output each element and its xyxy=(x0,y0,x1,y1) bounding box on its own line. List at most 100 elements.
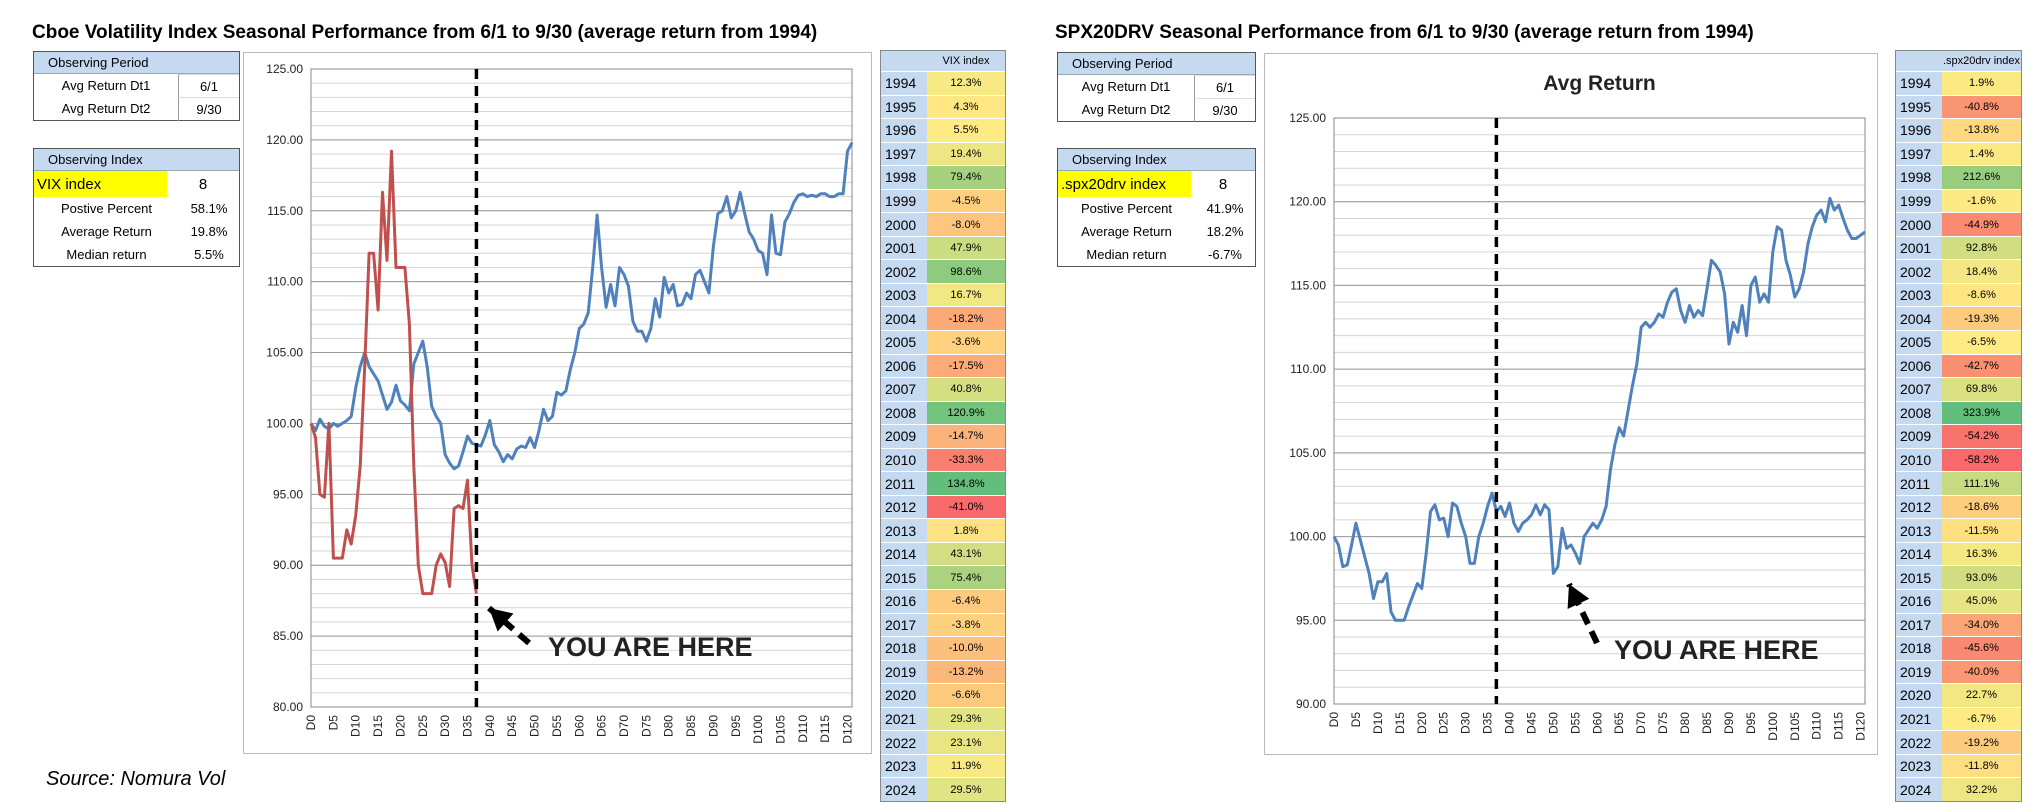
year-label: 2009 xyxy=(881,425,927,448)
year-row: 2000 -8.0% xyxy=(881,212,1005,236)
year-label: 2008 xyxy=(1896,401,1942,425)
y-tick-label: 90.00 xyxy=(1296,697,1326,711)
x-tick-label: D20 xyxy=(1415,712,1429,734)
year-row: 1997 19.4% xyxy=(881,141,1005,166)
year-row: 1996 5.5% xyxy=(881,118,1005,142)
year-label: 2005 xyxy=(881,331,927,354)
y-tick-label: 120.00 xyxy=(266,133,303,147)
year-label: 2016 xyxy=(881,590,927,613)
year-return: -40.0% xyxy=(1942,660,2021,684)
plot-area xyxy=(1333,117,1866,705)
year-label: 2003 xyxy=(1896,283,1942,307)
year-return: 23.1% xyxy=(927,731,1005,754)
annotation-label: YOU ARE HERE xyxy=(1614,635,1819,665)
x-tick-label: D30 xyxy=(438,715,452,737)
year-label: 2000 xyxy=(881,213,927,236)
y-tick-label: 85.00 xyxy=(273,629,303,643)
year-label: 2012 xyxy=(881,495,927,519)
year-return: -6.4% xyxy=(927,590,1005,613)
x-tick-label: D110 xyxy=(1810,712,1824,740)
x-tick-label: D20 xyxy=(393,715,407,737)
year-row: 2006 -17.5% xyxy=(881,353,1005,378)
year-label: 2024 xyxy=(1896,778,1942,801)
period-row: Avg Return Dt1 6/1 xyxy=(34,73,239,98)
year-row: 2010 -58.2% xyxy=(1896,447,2021,472)
year-return: -40.8% xyxy=(1942,95,2021,119)
year-return: 19.4% xyxy=(927,142,1005,166)
period-row: Avg Return Dt1 6/1 xyxy=(1058,74,1255,99)
year-row: 1998 79.4% xyxy=(881,165,1005,189)
year-row: 2015 93.0% xyxy=(1896,565,2021,590)
stat-label: Postive Percent xyxy=(1080,201,1173,216)
period-value: 6/1 xyxy=(1194,74,1255,99)
year-row: 2017 -3.8% xyxy=(881,612,1005,637)
year-label: 2022 xyxy=(1896,731,1942,754)
year-row: 2004 -18.2% xyxy=(881,306,1005,331)
x-tick-label: D15 xyxy=(1393,712,1407,734)
stat-value: 41.9% xyxy=(1206,201,1244,216)
x-tick-label: D70 xyxy=(1634,712,1648,734)
series-line-2 xyxy=(309,149,478,596)
year-label: 2020 xyxy=(1896,684,1942,707)
year-label: 2009 xyxy=(1896,425,1942,448)
year-label: 2016 xyxy=(1896,590,1942,613)
year-return: 43.1% xyxy=(927,542,1005,566)
year-row: 2018 -10.0% xyxy=(881,636,1005,660)
year-return: -45.6% xyxy=(1942,637,2021,660)
year-label: 1995 xyxy=(881,95,927,119)
vix-title: Cboe Volatility Index Seasonal Performan… xyxy=(32,22,818,43)
year-label: 2020 xyxy=(881,684,927,707)
year-label: 2007 xyxy=(1896,378,1942,401)
period-value: 9/30 xyxy=(178,96,239,121)
year-label: 2004 xyxy=(881,307,927,331)
year-row: 2012 -18.6% xyxy=(1896,494,2021,519)
year-return: -8.0% xyxy=(927,213,1005,236)
year-return: 47.9% xyxy=(927,236,1005,260)
year-return: -18.6% xyxy=(1942,495,2021,519)
period-row: Avg Return Dt2 9/30 xyxy=(34,96,239,121)
year-row: 2020 22.7% xyxy=(1896,683,2021,707)
y-tick-label: 115.00 xyxy=(267,204,303,218)
x-tick-label: D105 xyxy=(1788,712,1802,741)
year-label: 2006 xyxy=(1896,354,1942,378)
year-row: 2014 16.3% xyxy=(1896,541,2021,566)
chart-title: Avg Return xyxy=(1543,72,1655,95)
stat-value: 58.1% xyxy=(190,201,228,216)
series-line-1 xyxy=(1332,196,1866,622)
year-return: -8.6% xyxy=(1942,283,2021,307)
x-tick-label: D0 xyxy=(304,715,318,731)
x-tick-label: D85 xyxy=(1700,712,1714,734)
year-return: -54.2% xyxy=(1942,425,2021,448)
index-count: 8 xyxy=(198,175,208,193)
year-return: -6.6% xyxy=(927,684,1005,707)
x-tick-label: D10 xyxy=(349,715,363,737)
year-label: 2017 xyxy=(1896,613,1942,637)
year-row: 1995 4.3% xyxy=(881,94,1005,119)
stat-label: Median return xyxy=(66,247,147,262)
year-label: 2023 xyxy=(881,754,927,778)
y-tick-label: 105.00 xyxy=(266,346,303,360)
arrow-head xyxy=(489,608,514,632)
year-return: -33.3% xyxy=(927,448,1005,472)
year-row: 2016 45.0% xyxy=(1896,589,2021,613)
year-return: 120.9% xyxy=(927,401,1005,425)
year-label: 2018 xyxy=(1896,637,1942,660)
vix-panel: Cboe Volatility Index Seasonal Performan… xyxy=(0,0,1020,802)
year-row: 2019 -13.2% xyxy=(881,659,1005,684)
year-return: -19.2% xyxy=(1942,731,2021,754)
year-row: 2007 69.8% xyxy=(1896,377,2021,401)
year-return: -4.5% xyxy=(927,189,1005,213)
x-tick-label: D55 xyxy=(1568,712,1582,734)
year-label: 2011 xyxy=(881,472,927,495)
year-return: 111.1% xyxy=(1942,472,2021,495)
year-return: 18.4% xyxy=(1942,260,2021,283)
y-tick-label: 115.00 xyxy=(1290,278,1326,292)
year-row: 2015 75.4% xyxy=(881,565,1005,590)
year-return: 134.8% xyxy=(927,472,1005,495)
x-tick-label: D110 xyxy=(796,715,810,743)
year-label: 2001 xyxy=(881,236,927,260)
year-row: 2001 47.9% xyxy=(881,235,1005,260)
index-name: .spx20drv index xyxy=(1058,171,1191,197)
year-return: 93.0% xyxy=(1942,566,2021,590)
year-row: 2006 -42.7% xyxy=(1896,353,2021,378)
